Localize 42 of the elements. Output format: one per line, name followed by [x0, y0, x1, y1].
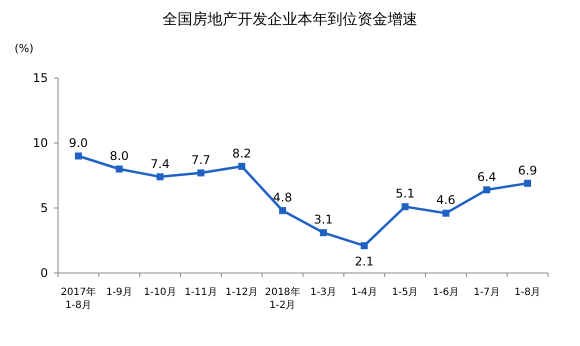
x-tick-label: 1-6月 — [432, 287, 460, 298]
x-tick-label: 1-4月 — [351, 287, 378, 298]
x-tick-label: 1-11月 — [184, 287, 218, 298]
point — [360, 242, 368, 250]
data-label: 8.0 — [110, 149, 129, 163]
data-label: 9.0 — [68, 136, 88, 150]
data-label: 5.1 — [396, 186, 415, 201]
point — [116, 166, 123, 172]
data-label: 7.7 — [191, 152, 210, 167]
data-label: 8.2 — [232, 146, 252, 160]
y-tick-label: 10 — [32, 136, 48, 150]
point — [197, 169, 204, 176]
x-tick-label: 1-3月 — [310, 287, 337, 298]
x-tick-label: 2018年 1-2月 — [264, 286, 300, 311]
chart-title: 全国房地产开发企业本年到位资金增速 — [162, 10, 418, 28]
point — [238, 162, 246, 170]
y-tick-label: 15 — [32, 71, 48, 85]
point — [74, 152, 82, 160]
data-label: 6.9 — [518, 163, 538, 178]
point — [156, 173, 164, 180]
y-axis-title: (%) — [14, 42, 34, 55]
x-tick-label: 1-8月 — [514, 287, 541, 298]
y-tick-label: 5 — [40, 201, 48, 215]
point — [524, 180, 532, 187]
data-label: 7.4 — [150, 156, 170, 171]
x-tick-label: 1-9月 — [106, 287, 132, 298]
data-label: 4.8 — [273, 190, 292, 205]
x-tick-label: 1-10月 — [144, 287, 176, 298]
x-tick-label: 1-12月 — [225, 287, 258, 298]
point — [442, 210, 450, 217]
point — [402, 203, 409, 210]
x-tick-label: 1-7月 — [474, 287, 500, 298]
data-label: 4.6 — [436, 193, 456, 208]
data-label: 2.1 — [354, 254, 374, 269]
point — [320, 229, 327, 236]
y-tick-label: 0 — [40, 266, 48, 280]
x-tick-label: 1-5月 — [392, 287, 418, 298]
point — [279, 207, 286, 214]
point — [483, 186, 490, 194]
data-label: 6.4 — [477, 170, 496, 184]
data-label: 3.1 — [314, 212, 333, 227]
x-tick-label: 2017年 1-8月 — [60, 286, 96, 311]
